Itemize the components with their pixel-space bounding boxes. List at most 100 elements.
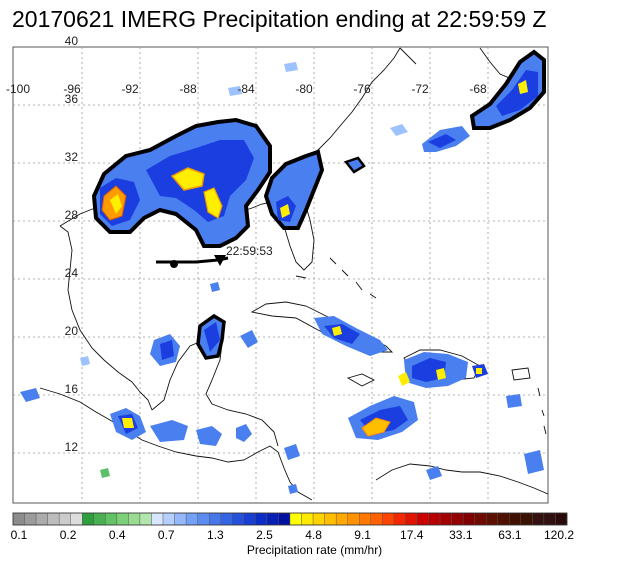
rain-max-florida: [280, 204, 290, 218]
colorbar-tick-label: 120.2: [543, 528, 575, 542]
map-title: 20170621 IMERG Precipitation ending at 2…: [12, 6, 547, 32]
colorbar-tick-label: 63.1: [498, 528, 522, 542]
colorbar-tick-label: 2.5: [256, 528, 273, 542]
colorbar-tick-label: 1.3: [207, 528, 224, 542]
rain-max-hispaniola: [398, 372, 410, 386]
rain-light-scatter-10: [288, 484, 298, 494]
puerto-rico-outline: [511, 367, 531, 381]
longitude-label: -80: [295, 82, 313, 96]
rain-patch-ca-4: [236, 424, 252, 442]
rain-light-scatter-7: [80, 356, 90, 366]
colorbar-swatch: [347, 512, 360, 526]
colorbar-tick-label: 0.4: [108, 528, 126, 542]
rain-light-scatter-6: [426, 466, 442, 480]
colorbar-swatch: [93, 512, 106, 526]
colorbar-title: Precipitation rate (mm/hr): [246, 543, 383, 557]
satellite-track: 22:59:53: [156, 244, 273, 268]
longitude-label: -72: [411, 82, 429, 96]
rain-light-scatter-4: [524, 450, 544, 474]
colorbar-swatch: [232, 512, 245, 526]
rain-max-yellow-3: [110, 194, 122, 214]
colorbar-swatch: [174, 512, 187, 526]
latitude-label: 20: [65, 324, 79, 338]
colorbar-swatch: [497, 512, 510, 526]
colorbar-swatch: [301, 512, 314, 526]
colorbar-swatch: [474, 512, 487, 526]
colorbar-swatch: [520, 512, 533, 526]
longitude-label: -88: [179, 82, 197, 96]
rain-max-yellow-2: [203, 187, 223, 219]
south-america-coast: [375, 463, 549, 495]
latitude-labels: 40 36 32 28 24 20 16 12: [65, 34, 79, 454]
bahamas-islands: [329, 257, 377, 299]
cuba-outline: [250, 301, 394, 353]
colorbar-swatch: [278, 512, 291, 526]
longitude-label: -68: [469, 82, 487, 96]
track-time-label: 22:59:53: [226, 244, 273, 258]
latitude-label: 16: [65, 382, 79, 396]
colorbar-tick-label: 33.1: [449, 528, 473, 542]
longitude-label: -92: [121, 82, 139, 96]
rain-patch-ca-6: [240, 330, 258, 348]
latitude-label: 36: [65, 92, 79, 106]
rain-patch-ca-2: [150, 420, 188, 442]
rain-light-scatter-1: [228, 86, 242, 96]
colorbar-swatch: [197, 512, 210, 526]
lesser-antilles: [537, 387, 547, 435]
colorbar-swatch: [509, 512, 522, 526]
colorbar-swatch: [416, 512, 429, 526]
rain-light-scatter-2: [284, 62, 298, 72]
rain-patch-ca-3: [196, 426, 222, 446]
colorbar-swatch: [70, 512, 83, 526]
rain-light-scatter-3: [506, 394, 522, 408]
colorbar-swatch: [324, 512, 337, 526]
rain-core-northeast: [496, 70, 538, 116]
honduras-coast: [211, 403, 279, 447]
colorbar-swatch: [255, 512, 268, 526]
track-end-marker: [214, 255, 226, 266]
colorbar-swatch: [12, 512, 25, 526]
colorbar-swatch: [486, 512, 498, 526]
florida-keys: [295, 275, 307, 279]
colorbar-tick-label: 17.4: [400, 528, 424, 542]
colorbar-swatch: [128, 512, 141, 526]
colorbar-swatch: [162, 512, 175, 526]
track-start-marker: [170, 260, 178, 268]
colorbar-swatch: [405, 512, 418, 526]
latitude-label: 12: [65, 440, 79, 454]
colorbar-tick-label: 9.1: [354, 528, 371, 542]
colorbar: [12, 512, 568, 526]
rain-light-scatter-9: [210, 282, 220, 292]
colorbar-tick-label: 0.7: [157, 528, 175, 542]
map-frame: [12, 46, 549, 504]
map-panel: [12, 46, 549, 504]
colorbar-swatch: [393, 512, 406, 526]
rain-max-hispaniola-2: [436, 368, 446, 380]
longitude-label: -100: [6, 82, 30, 96]
colorbar-swatch: [151, 512, 164, 526]
colorbar-swatch: [289, 512, 302, 526]
colorbar-swatch: [24, 512, 37, 526]
colorbar-swatch: [220, 512, 233, 526]
rain-max-cuba: [332, 326, 342, 336]
colorbar-swatch: [439, 512, 452, 526]
precipitation-field: [20, 49, 546, 494]
colorbar-swatch: [462, 512, 475, 526]
colorbar-swatch: [312, 512, 325, 526]
colorbar-swatch: [451, 512, 464, 526]
colorbar-swatch: [105, 512, 118, 526]
rain-light-scatter-5: [284, 444, 300, 460]
latitude-label: 40: [65, 34, 79, 48]
colorbar-swatch: [370, 512, 383, 526]
central-america-coast: [39, 387, 313, 501]
colorbar-swatch: [47, 512, 60, 526]
colorbar-frame: [12, 512, 568, 526]
colorbar-swatch: [185, 512, 198, 526]
rain-max-puerto-rico: [476, 368, 482, 374]
rain-max-central-am: [122, 418, 134, 428]
colorbar-swatch: [139, 512, 152, 526]
jamaica-outline: [346, 373, 376, 387]
rain-max-northeast: [518, 80, 528, 94]
colorbar-swatch: [58, 512, 71, 526]
